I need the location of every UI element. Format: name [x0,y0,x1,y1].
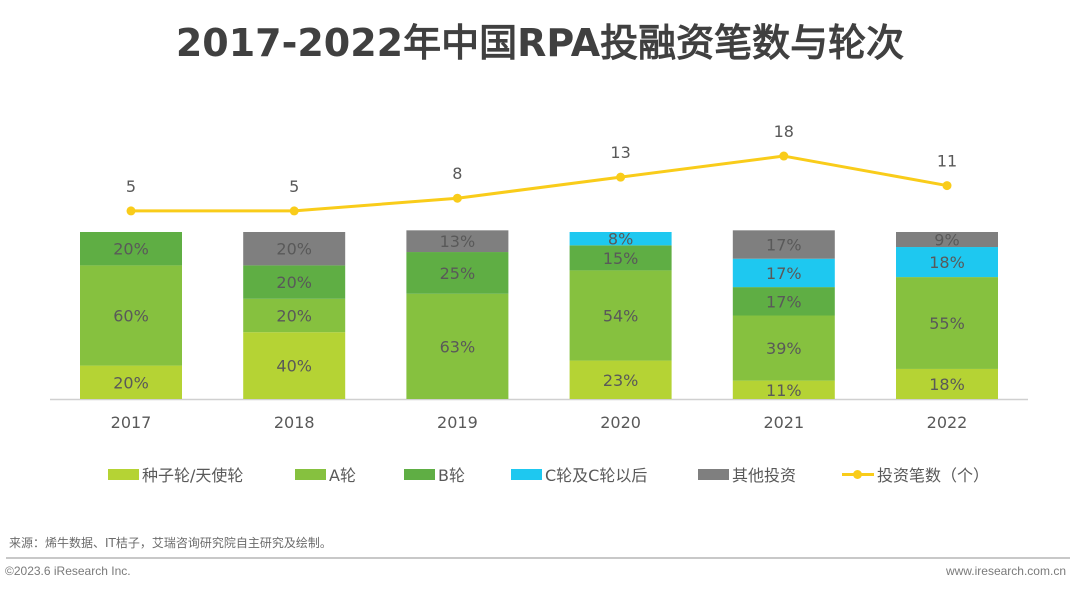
bar-data-label: 54% [603,307,639,326]
deal-count-label: 11 [937,152,957,171]
bar-segment [896,247,998,278]
bar-segment [569,360,672,399]
legend-swatch [698,468,729,480]
deal-count-point [779,151,789,161]
copyright: ©2023.6 iResearch Inc. [5,564,131,578]
chart-title: 2017-2022年中国RPA投融资笔数与轮次 [175,21,905,65]
bar-data-label: 55% [929,314,965,333]
x-tick-label: 2021 [763,413,804,432]
bar-data-label: 20% [276,273,312,292]
deal-count-label: 8 [452,164,462,183]
legend-label: B轮 [438,466,465,485]
deal-count-point [289,206,299,216]
bar-data-label: 15% [603,249,639,268]
website-link[interactable]: www.iresearch.com.cn [945,564,1066,578]
bar-data-label: 13% [440,232,476,251]
bar-segment [896,368,998,399]
bar-data-label: 20% [276,307,312,326]
bar-segment [80,265,182,366]
bar-data-label: 20% [113,240,149,259]
bar-segment [732,287,835,316]
bar-segment [569,270,672,361]
bar-segment [732,315,835,381]
bar-segment [732,230,835,259]
bar-data-label: 23% [603,371,639,390]
x-tick-label: 2018 [274,413,315,432]
bar-segment [732,258,835,288]
legend-item-seed: 种子轮/天使轮 [108,462,243,486]
bar-segment [406,293,509,399]
legend-swatch [511,468,542,480]
bar-data-label: 17% [766,264,802,283]
source-note: 来源：烯牛数据、IT桔子，艾瑞咨询研究院自主研究及绘制。 [9,536,332,550]
bar-segment [406,252,509,294]
x-tick-label: 2017 [111,413,152,432]
bar-data-label: 8% [608,230,633,249]
bar-segment [406,230,509,253]
bar-segment [243,232,346,266]
bar-segment [732,380,835,399]
deal-count-line [131,154,948,213]
deal-count-point [452,193,462,203]
legend: 种子轮/天使轮 A轮 B轮 C轮及C轮以后 其他投资 投资笔数（个） [0,462,1080,486]
footer-divider [6,557,1070,559]
bar-data-label: 39% [766,339,802,358]
legend-item-other: 其他投资 [698,462,796,486]
legend-label: 投资笔数（个） [877,466,990,485]
bar-segment [569,245,672,271]
bar-data-label: 17% [766,236,802,255]
legend-label: 其他投资 [732,466,797,485]
legend-swatch [404,468,435,480]
deal-count-label: 13 [610,143,630,162]
deal-count-label: 18 [774,122,794,141]
bar-data-label: 40% [276,357,312,376]
bar-data-label: 25% [440,264,476,283]
bar-data-label: 11% [766,381,802,400]
deal-count-point [942,181,952,191]
bar-data-label: 17% [766,292,802,311]
chart-canvas: 20% 60% 20% 2017 40% 20% 20% 20% 2018 63% 25% 13% 20… [50,122,1028,432]
bar-segment [80,232,182,266]
legend-label: 种子轮/天使轮 [142,466,244,485]
bar-segment [243,298,346,333]
bar-data-label: 9% [934,231,959,250]
bar-segment [243,265,346,299]
legend-label: C轮及C轮以后 [545,466,648,485]
bar-data-label: 20% [276,240,312,259]
legend-item-deal-count: 投资笔数（个） [842,462,989,486]
deal-count-point [616,172,626,182]
bar-segment [896,232,998,248]
legend-label: A轮 [329,466,356,485]
x-tick-label: 2019 [437,413,478,432]
bar-segment [243,332,346,399]
bar-data-label: 18% [929,375,965,394]
bar-data-label: 18% [929,253,965,272]
x-tick-label: 2022 [927,413,968,432]
bar-data-label: 63% [440,337,476,356]
bar-data-label: 60% [113,307,149,326]
bar-segment [569,232,672,246]
bar-segment [80,365,182,399]
x-tick-label: 2020 [600,413,641,432]
legend-item-a-round: A轮 [295,462,356,486]
legend-swatch [108,468,139,480]
bar-segment [896,277,998,369]
bar-data-label: 20% [113,373,149,392]
legend-swatch [295,468,326,480]
legend-item-b-round: B轮 [404,462,465,486]
legend-line-swatch [842,469,874,480]
legend-item-c-round: C轮及C轮以后 [511,462,647,486]
deal-count-label: 5 [289,177,299,196]
deal-count-point [126,206,136,216]
deal-count-label: 5 [126,177,136,196]
